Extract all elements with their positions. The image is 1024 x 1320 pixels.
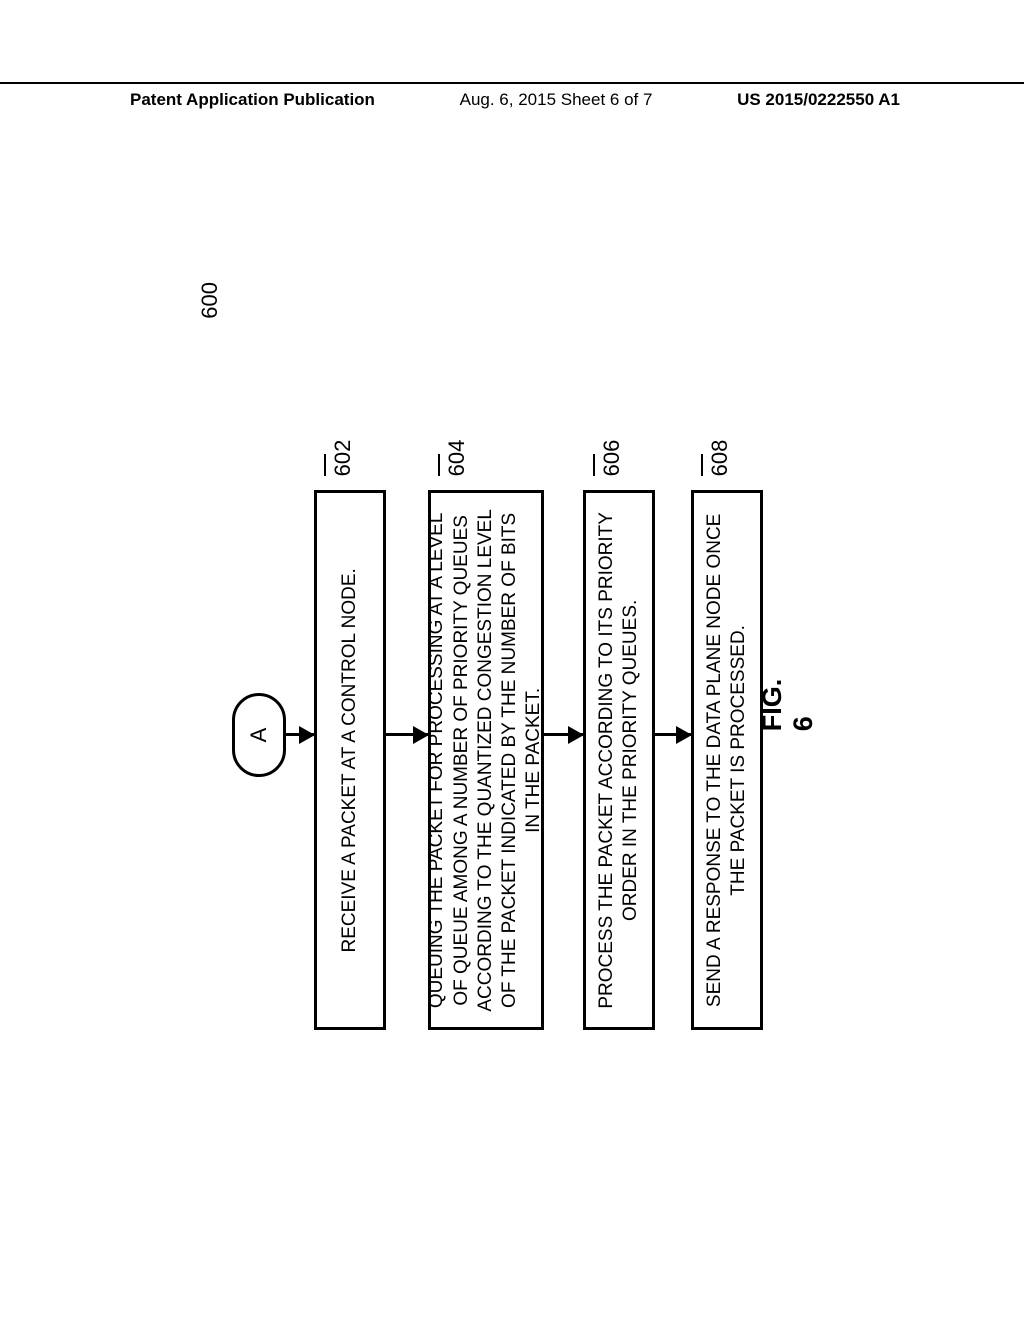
page-header: Patent Application Publication Aug. 6, 2… — [0, 90, 1024, 110]
start-node: A — [232, 693, 286, 777]
step-label-608: 608 — [691, 440, 733, 477]
step-label-604: 604 — [428, 440, 470, 477]
header-right: US 2015/0222550 A1 — [737, 90, 900, 110]
step-box-606: PROCESS THE PACKET ACCORDING TO ITS PRIO… — [583, 490, 655, 1030]
step-text: SEND A RESPONSE TO THE DATA PLANE NODE O… — [703, 507, 752, 1013]
step-id: 608 — [707, 440, 732, 477]
arrow-icon — [286, 734, 314, 737]
figure-caption-wrap: FIG. 6 — [768, 650, 808, 760]
step-label-602: 602 — [314, 440, 356, 477]
step-box-604: QUEUING THE PACKET FOR PROCESSING AT A L… — [428, 490, 544, 1030]
step-box-608: SEND A RESPONSE TO THE DATA PLANE NODE O… — [691, 490, 763, 1030]
figure-caption: FIG. 6 — [757, 679, 819, 732]
header-left: Patent Application Publication — [130, 90, 375, 110]
arrow-icon — [386, 734, 428, 737]
start-label: A — [246, 728, 272, 743]
step-text: QUEUING THE PACKET FOR PROCESSING AT A L… — [425, 507, 547, 1013]
arrow-icon — [544, 734, 583, 737]
step-box-602: RECEIVE A PACKET AT A CONTROL NODE. — [314, 490, 386, 1030]
arrow-icon — [655, 734, 691, 737]
flowchart: 600 A RECEIVE A PACKET AT A CONTROL NODE… — [232, 365, 792, 1105]
step-label-606: 606 — [583, 440, 625, 477]
page: Patent Application Publication Aug. 6, 2… — [0, 0, 1024, 1320]
step-id: 606 — [599, 440, 624, 477]
header-rule — [0, 82, 1024, 84]
step-text: RECEIVE A PACKET AT A CONTROL NODE. — [338, 568, 362, 952]
step-row: QUEUING THE PACKET FOR PROCESSING AT A L… — [428, 440, 544, 1031]
step-row: SEND A RESPONSE TO THE DATA PLANE NODE O… — [691, 440, 763, 1031]
step-id: 604 — [444, 440, 469, 477]
step-id: 602 — [330, 440, 355, 477]
flowchart-stage: 600 A RECEIVE A PACKET AT A CONTROL NODE… — [0, 260, 1024, 1210]
step-text: PROCESS THE PACKET ACCORDING TO ITS PRIO… — [595, 507, 644, 1013]
step-row: PROCESS THE PACKET ACCORDING TO ITS PRIO… — [583, 440, 655, 1031]
header-mid: Aug. 6, 2015 Sheet 6 of 7 — [460, 90, 653, 110]
step-row: RECEIVE A PACKET AT A CONTROL NODE. 602 — [314, 440, 386, 1031]
flowchart-label-600: 600 — [197, 282, 223, 319]
